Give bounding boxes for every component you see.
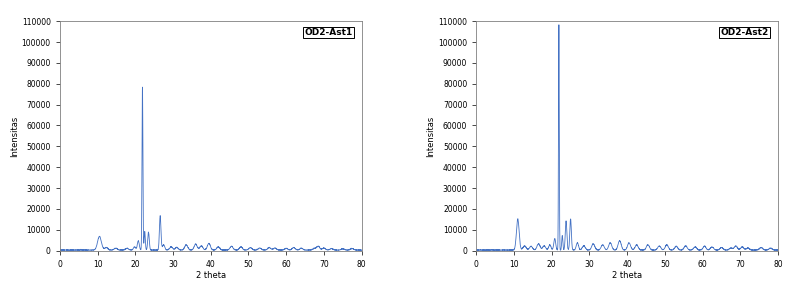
Y-axis label: Intensitas: Intensitas — [10, 115, 19, 156]
X-axis label: 2 theta: 2 theta — [196, 271, 226, 281]
Y-axis label: Intensitas: Intensitas — [426, 115, 436, 156]
Text: OD2-Ast2: OD2-Ast2 — [721, 28, 769, 37]
X-axis label: 2 theta: 2 theta — [612, 271, 642, 281]
Text: OD2-Ast1: OD2-Ast1 — [304, 28, 353, 37]
